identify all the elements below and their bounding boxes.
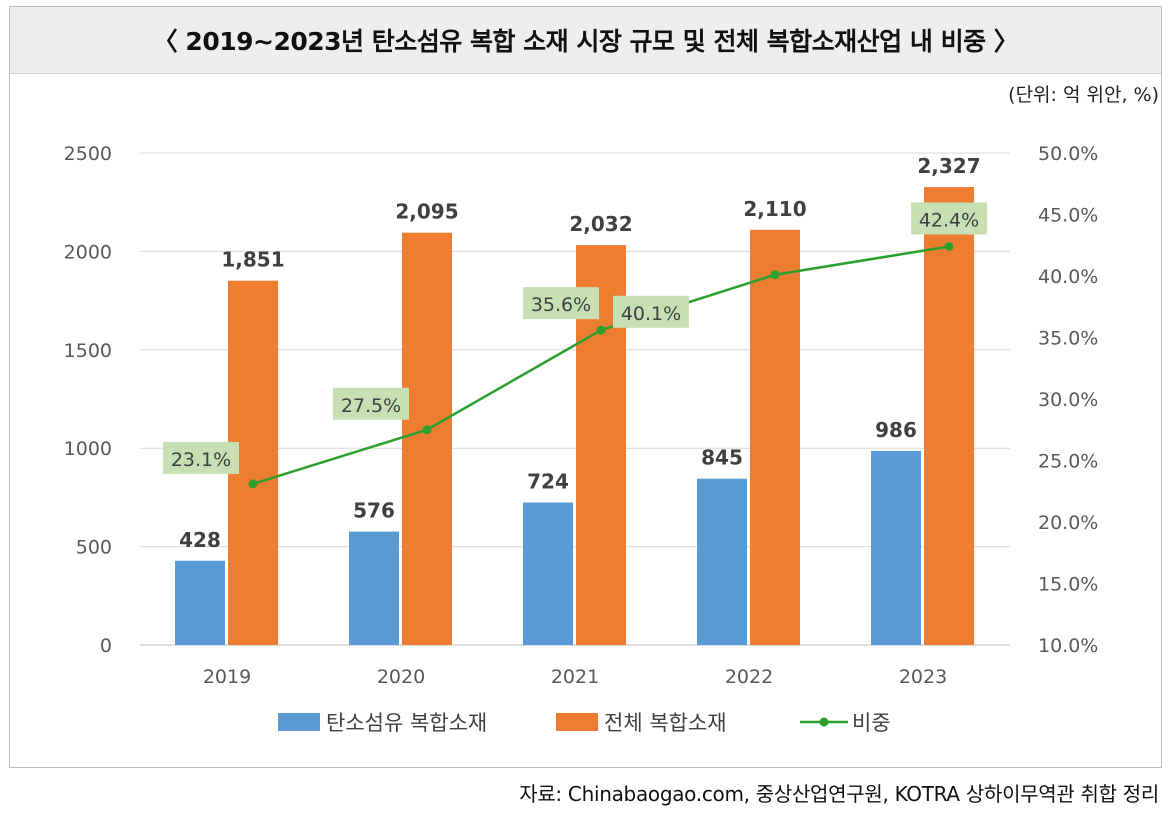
title-bar: 〈 2019~2023년 탄소섬유 복합 소재 시장 규모 및 전체 복합소재산… [10,7,1161,74]
line-share-point [596,325,606,335]
y-right-tick-label: 30.0% [1038,389,1098,411]
legend-swatch-carbon-fiber [278,713,320,731]
y-right-tick-label: 10.0% [1038,635,1098,657]
line-share-label: 23.1% [171,449,231,471]
bar-total-composite [924,187,974,646]
y-left-tick-label: 500 [76,537,112,559]
y-right-tick-label: 15.0% [1038,574,1098,596]
bar-carbon-fiber [697,478,747,645]
bar-total-composite-label: 2,110 [743,197,806,221]
line-share-label-box [523,287,599,320]
x-tick-label: 2023 [899,666,947,688]
bar-total-composite-label: 1,851 [221,248,284,272]
chart-svg: 0 500 1000 1500 2000 2500 10.0% 15.0% 20.0% 25.0%… [64,143,1099,735]
x-tick-label: 2022 [725,666,773,688]
legend-label-total-composite: 전체 복합소재 [604,711,727,735]
bar-carbon-fiber-label: 428 [179,528,221,552]
source-note: 자료: Chinabaogao.com, 중상산업연구원, KOTRA 상하이무… [519,782,1159,806]
y-left-tick-label: 0 [100,635,112,657]
bar-total-composite-label: 2,095 [395,200,458,224]
y-right-tick-label: 40.0% [1038,266,1098,288]
legend-swatch-total-composite [556,713,598,731]
line-share-point [422,425,432,435]
line-share-label-box [613,295,689,328]
y-right-tick-label: 50.0% [1038,143,1098,165]
bar-total-composite [750,229,800,645]
y-right-tick-label: 20.0% [1038,512,1098,534]
legend-label-share: 비중 [852,711,891,735]
legend-swatch-share-marker [819,717,829,727]
x-tick-label: 2021 [551,666,599,688]
bar-carbon-fiber-label: 576 [353,499,395,523]
bar-carbon-fiber [175,560,225,645]
bar-carbon-fiber-label: 724 [527,470,569,494]
line-share-label: 27.5% [341,395,401,417]
unit-note: (단위: 억 위안, %) [1008,84,1159,106]
bar-total-composite [402,232,452,646]
line-share-label: 42.4% [919,209,979,231]
bar-carbon-fiber [349,531,399,645]
bar-total-composite-label: 2,327 [917,154,980,178]
legend-label-carbon-fiber: 탄소섬유 복합소재 [326,711,487,735]
y-left-tick-label: 2000 [64,241,112,263]
line-share-label: 35.6% [531,294,591,316]
bar-carbon-fiber-label: 986 [875,418,917,442]
line-share-label-box [163,441,239,474]
x-tick-label: 2019 [203,666,251,688]
bar-total-composite-label: 2,032 [569,212,632,236]
bar-carbon-fiber-label: 845 [701,446,743,470]
y-right-tick-label: 45.0% [1038,205,1098,227]
y-right-tick-label: 35.0% [1038,328,1098,350]
bar-carbon-fiber [871,450,921,645]
y-left-tick-label: 2500 [64,143,112,165]
x-tick-label: 2020 [377,666,425,688]
line-share-point [248,479,258,489]
y-left-tick-label: 1500 [64,340,112,362]
chart-title: 〈 2019~2023년 탄소섬유 복합 소재 시장 규모 및 전체 복합소재산… [152,27,1019,56]
line-share-label: 40.1% [621,303,681,325]
line-share-point [944,241,954,251]
y-right-tick-label: 25.0% [1038,451,1098,473]
line-share-point [770,270,780,280]
y-left-tick-label: 1000 [64,438,112,460]
line-share-label-box [333,387,409,420]
line-share-label-box [911,202,987,235]
bar-carbon-fiber [523,502,573,645]
